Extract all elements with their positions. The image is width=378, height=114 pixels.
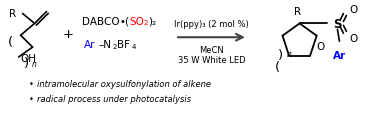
Text: –N: –N xyxy=(98,40,112,50)
Text: radical process under photocatalysis: radical process under photocatalysis xyxy=(37,94,191,103)
Text: BF: BF xyxy=(117,40,130,50)
Text: MeCN: MeCN xyxy=(199,46,224,55)
Text: 2: 2 xyxy=(112,44,117,50)
Text: n: n xyxy=(287,49,291,58)
Text: •(: •( xyxy=(119,16,129,26)
Text: 2: 2 xyxy=(143,20,147,26)
Text: O: O xyxy=(349,5,358,14)
Text: Ar: Ar xyxy=(333,51,346,61)
Text: •: • xyxy=(29,79,34,88)
Text: n: n xyxy=(32,60,36,69)
Text: R: R xyxy=(294,6,301,16)
Text: (: ( xyxy=(8,35,13,48)
Text: O: O xyxy=(349,34,358,44)
Text: (: ( xyxy=(274,60,280,73)
Text: )₂: )₂ xyxy=(148,16,156,26)
Text: DABCO: DABCO xyxy=(82,16,120,26)
Text: SO: SO xyxy=(129,16,144,26)
Text: •: • xyxy=(29,94,34,103)
Text: O: O xyxy=(316,41,325,51)
Text: ): ) xyxy=(24,57,29,70)
Text: ): ) xyxy=(278,48,283,61)
Text: Ir(ppy)₃ (2 mol %): Ir(ppy)₃ (2 mol %) xyxy=(174,20,249,29)
Text: intramolecular oxysulfonylation of alkene: intramolecular oxysulfonylation of alken… xyxy=(37,79,211,88)
Text: 4: 4 xyxy=(131,44,136,50)
Text: +: + xyxy=(63,28,74,40)
Text: Ar: Ar xyxy=(84,40,96,50)
Text: S: S xyxy=(333,18,342,31)
Text: R: R xyxy=(9,9,16,18)
Text: OH: OH xyxy=(21,53,37,63)
Text: 35 W White LED: 35 W White LED xyxy=(178,56,245,64)
